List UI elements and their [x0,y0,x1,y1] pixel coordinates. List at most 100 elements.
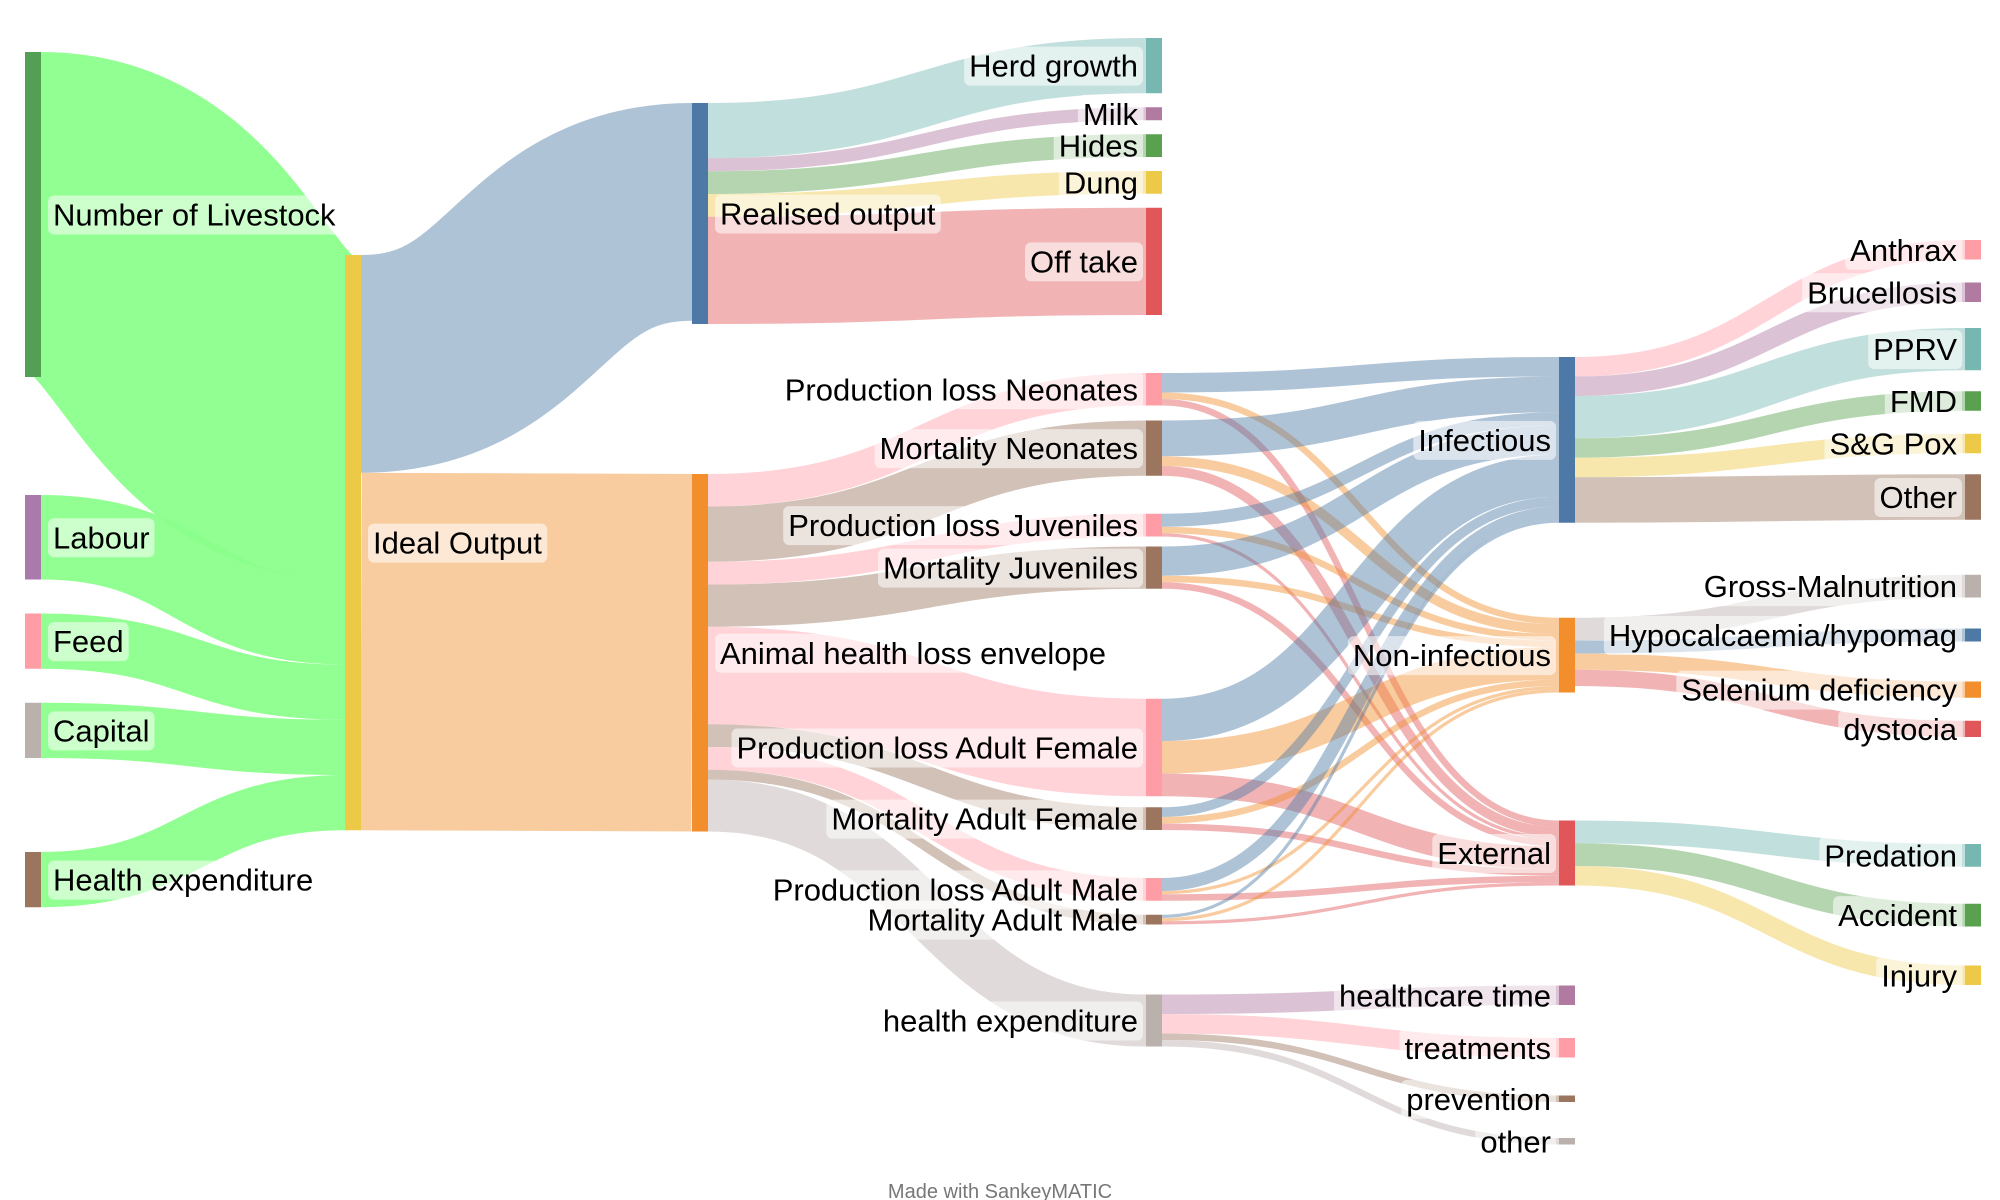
node-label-bg-realised [715,194,941,234]
node-mort_am [1146,914,1162,925]
node-label-bg-prevention [1401,1079,1556,1119]
node-label-bg-herd [964,46,1143,86]
node-label-treatments: treatments [1405,1031,1551,1066]
node-label-pl_juv: Production loss Juveniles [788,508,1138,543]
node-accident [1965,903,1981,927]
flow-pl_neo-to-noninf [1161,392,1560,625]
node-label-bg-sgpox [1824,424,1963,464]
node-label-ideal: Ideal Output [373,526,542,561]
sankey-nodes [25,38,1981,1145]
flow-mort_am-to-infectious [1161,519,1560,918]
node-label-pl_neo: Production loss Neonates [785,372,1138,407]
flow-ideal-to-realised [356,103,697,473]
node-label-bg-dung [1058,163,1143,203]
node-selenium [1965,681,1981,698]
node-milk [1146,107,1162,121]
node-mort_neo [1146,420,1162,476]
node-label-bg-accident [1833,896,1963,936]
node-label-bg-anthrax [1845,230,1963,270]
node-hides [1146,134,1162,157]
flow-pl_am-to-infectious [1161,506,1560,891]
node-pl_neo [1146,373,1162,406]
node-label-pl_af: Production loss Adult Female [737,731,1139,766]
node-label-bg-fmd [1884,382,1962,421]
node-label-bg-pl_am [767,870,1143,910]
node-label-bg-mort_am [862,900,1143,940]
node-label-bg-external [1432,834,1556,873]
credit-text: Made with SankeyMATIC [888,1181,1112,1200]
flow-livestock-to-ideal [23,52,363,580]
node-label-bg-mort_af [826,799,1143,839]
node-label-noninf: Non-infectious [1353,638,1551,673]
flow-mort_am-to-external [1161,882,1560,925]
node-realised [692,103,708,324]
node-label-accident: Accident [1838,898,1957,933]
node-pl_am [1146,878,1162,901]
node-labour [25,495,41,580]
node-label-hypocal: Hypocalcaemia/hypomag [1609,618,1957,653]
node-label-prevention: prevention [1406,1082,1551,1117]
node-anthrax [1965,240,1981,260]
flow-pl_juv-to-external [1161,533,1560,840]
node-mort_af [1146,807,1162,830]
flow-mort_af-to-noninf [1161,679,1560,824]
flow-realised-to-milk [707,107,1147,172]
node-label-offtake: Off take [1030,244,1138,279]
node-label-mort_neo: Mortality Neonates [880,431,1138,466]
node-livestock [25,52,41,377]
node-label-bg-offtake [1025,242,1143,282]
node-pprv [1965,328,1981,371]
node-injury [1965,965,1981,985]
node-label-bg-envelope [715,633,1112,673]
node-label-bg-gross_mal [1698,567,1962,607]
node-pl_juv [1146,513,1162,537]
node-label-selenium: Selenium deficiency [1681,673,1957,708]
flow-pl_am-to-external [1161,875,1560,901]
flow-mort_juv-to-external [1161,582,1560,847]
node-mort_juv [1146,546,1162,589]
node-label-other_he: other [1480,1124,1551,1159]
node-label-bg-hypocal [1603,616,1962,655]
node-label-bg-noninf [1347,636,1556,676]
node-hypocal [1965,628,1981,642]
flow-mort_am-to-noninf [1161,689,1560,922]
node-label-milk: Milk [1083,97,1139,132]
node-label-bg-livestock [48,195,342,235]
node-label-sgpox: S&G Pox [1830,427,1958,462]
node-label-external: External [1437,836,1551,871]
node-healthexp_in [25,852,41,908]
node-infectious [1559,357,1575,523]
node-label-bg-ideal [368,523,548,563]
node-label-bg-mort_juv [878,548,1143,588]
node-health_exp [1146,994,1162,1047]
node-label-healthexp_in: Health expenditure [53,863,313,898]
node-label-bg-healthexp_in [48,860,319,900]
node-herd [1146,38,1162,94]
node-pl_af [1146,698,1162,797]
node-envelope [692,474,708,832]
node-label-livestock: Number of Livestock [53,198,336,233]
node-label-pprv: PPRV [1873,332,1957,367]
node-label-hc_time: healthcare time [1339,978,1551,1013]
node-label-bg-hides [1053,126,1143,166]
node-feed [25,613,41,669]
flow-mort_neo-to-noninf [1161,456,1560,634]
node-label-bg-treatments [1399,1028,1556,1068]
node-label-bg-feed [48,622,129,662]
node-predation [1965,844,1981,867]
node-label-bg-health_exp [877,1001,1143,1041]
node-label-bg-injury [1876,956,1963,996]
node-gross_mal [1965,574,1981,598]
node-prevention [1559,1095,1575,1102]
node-label-bg-selenium [1676,670,1963,710]
node-label-dung: Dung [1064,165,1138,200]
node-label-mort_af: Mortality Adult Female [831,802,1138,837]
node-label-bg-other_inf [1874,478,1962,517]
flow-pl_af-to-infectious [1161,454,1560,741]
node-label-fmd: FMD [1890,384,1957,419]
node-external [1559,820,1575,886]
node-label-bg-milk [1077,94,1144,134]
node-label-brucellosis: Brucellosis [1807,275,1957,310]
node-label-bg-infectious [1413,420,1556,460]
node-label-envelope: Animal health loss envelope [720,636,1106,671]
